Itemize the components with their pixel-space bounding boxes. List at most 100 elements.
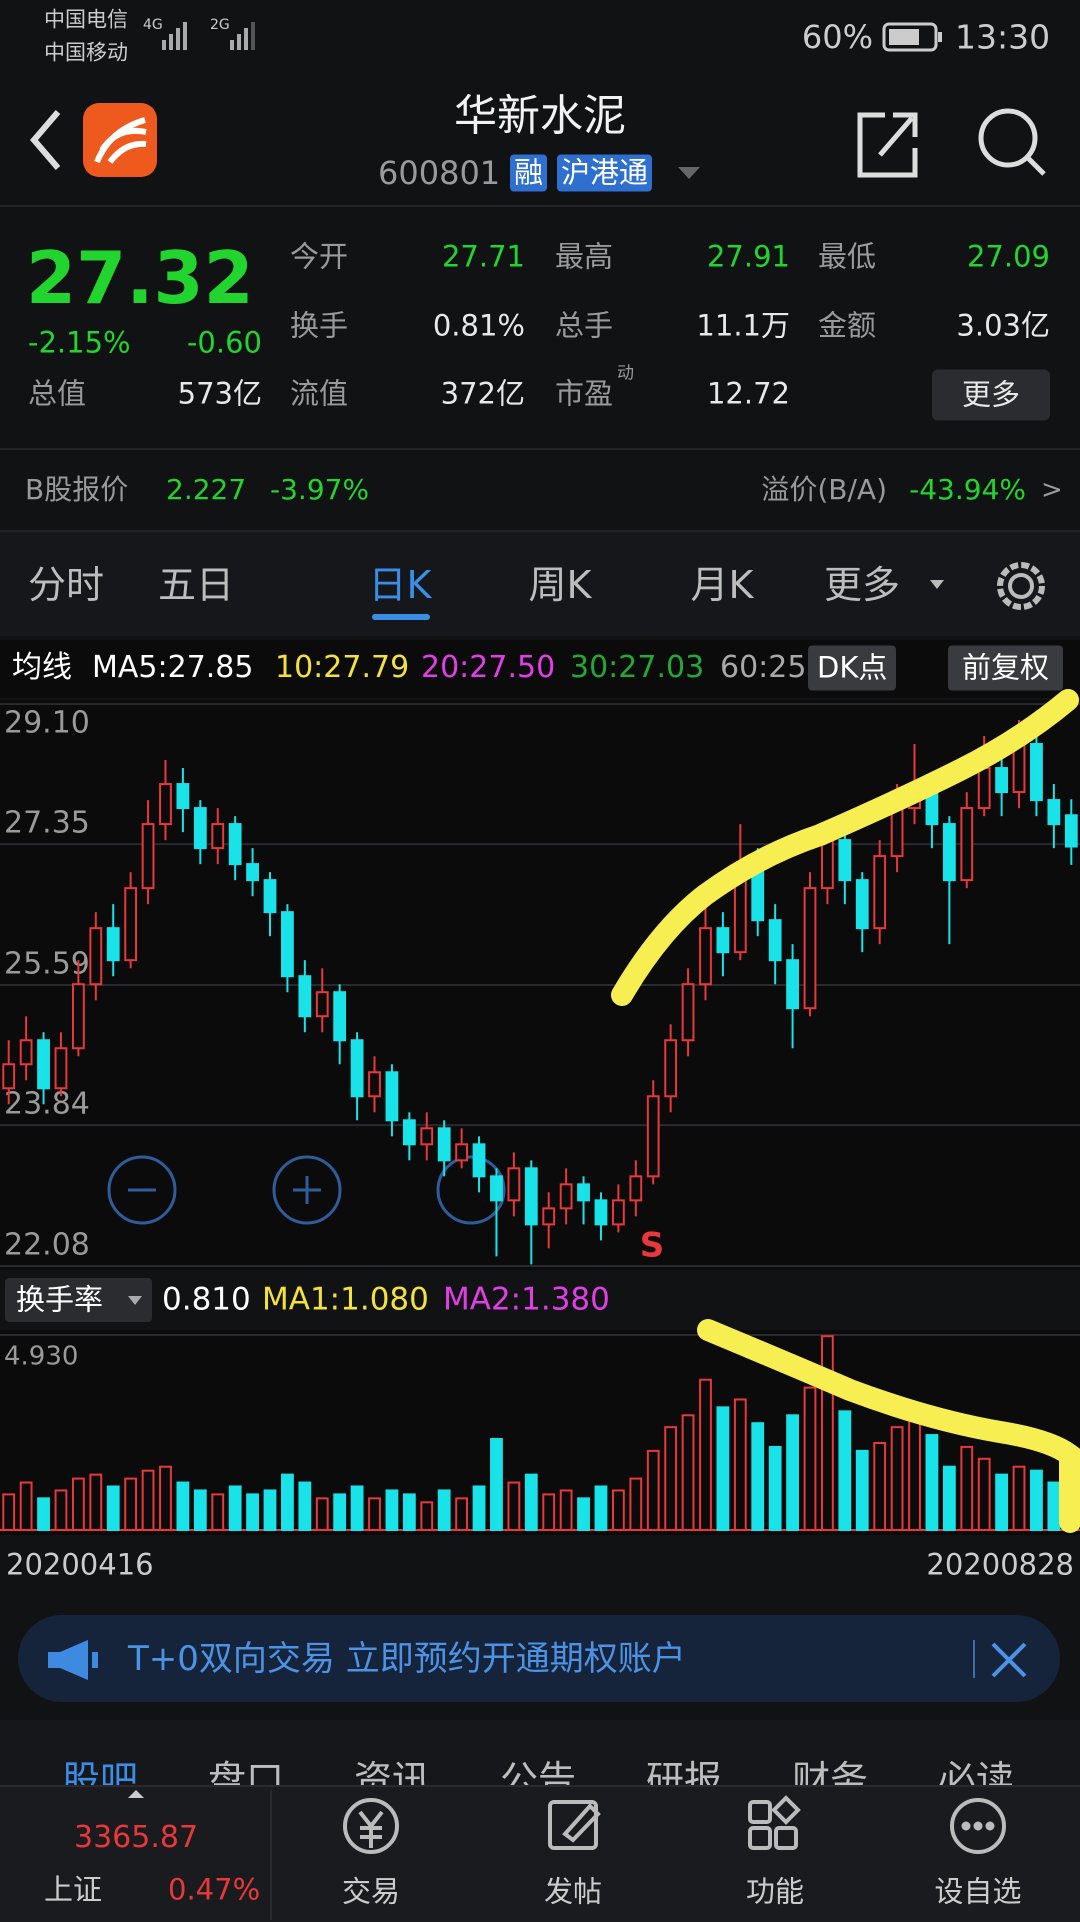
candle-body	[960, 807, 974, 882]
turnover-bar	[54, 1489, 68, 1532]
turnover-bar	[629, 1477, 643, 1531]
dropdown-arrow	[128, 1296, 142, 1305]
turnover-ma1: MA1:1.080	[262, 1281, 429, 1318]
turnover-bar	[211, 1493, 225, 1531]
candle-body	[193, 807, 207, 850]
bottom-nav	[0, 1785, 1080, 1922]
candle-body	[89, 927, 103, 986]
tab[interactable]: 分时	[27, 563, 105, 607]
turnover-bar	[124, 1477, 138, 1531]
tab[interactable]: 周K	[528, 563, 592, 607]
y-tick-label: 25.59	[4, 947, 90, 982]
candle-body	[838, 839, 852, 882]
premium: -43.94%	[909, 473, 1026, 506]
zoom-control[interactable]	[107, 1155, 177, 1225]
turnover-bar	[751, 1422, 765, 1531]
field-value: 3.03亿	[956, 308, 1050, 343]
nav-item[interactable]: 交易	[341, 1874, 401, 1909]
candle-body	[611, 1199, 625, 1226]
candle-body	[211, 823, 225, 850]
candle-body	[699, 927, 712, 986]
field-label: 最低	[818, 239, 877, 274]
field-value: 11.1万	[696, 308, 790, 343]
nav-icons	[343, 1795, 1006, 1854]
candle-body	[942, 823, 956, 882]
b-label: B股报价	[25, 473, 129, 506]
zoom-control[interactable]	[272, 1155, 342, 1225]
arrow[interactable]: >	[1041, 475, 1063, 505]
field-label: 总值	[28, 376, 87, 411]
close[interactable]	[990, 1641, 1028, 1679]
more-button[interactable]: 更多	[931, 369, 1051, 421]
nav-item[interactable]: 设自选	[934, 1874, 1022, 1909]
field-label: 今开	[290, 239, 349, 274]
field-value: 27.91	[706, 239, 790, 274]
turnover-selector[interactable]	[5, 1278, 152, 1322]
turnover-bar	[925, 1434, 939, 1532]
turnover-bar	[786, 1414, 799, 1531]
turnover-bar	[646, 1449, 660, 1531]
signal-icons	[162, 22, 255, 50]
turnover-bar	[855, 1449, 869, 1531]
index-name: 上证	[44, 1872, 103, 1907]
index-price: 3365.87	[74, 1820, 199, 1855]
back[interactable]	[30, 110, 61, 170]
separator	[270, 1790, 272, 1920]
turnover-bar	[960, 1445, 974, 1532]
candle-body	[681, 983, 695, 1042]
turnover-bar	[716, 1406, 730, 1532]
turnover-bar	[803, 1386, 817, 1531]
turnover-bar	[594, 1485, 608, 1531]
candle-body	[559, 1183, 573, 1210]
carrier: 中国移动	[44, 40, 128, 65]
nav-item[interactable]: 发帖	[543, 1874, 603, 1909]
premium-label: 溢价(B/A)	[761, 473, 887, 506]
turnover-current: 0.810	[162, 1281, 251, 1318]
tab[interactable]: 五日	[157, 563, 235, 607]
tab[interactable]: 月K	[690, 563, 754, 607]
turnover-bar	[611, 1489, 625, 1532]
candle-body	[263, 879, 277, 914]
tab[interactable]: 日K	[368, 563, 432, 607]
dk-button[interactable]: DK点	[808, 645, 897, 691]
nav-item[interactable]: 功能	[745, 1874, 805, 1909]
candle-body	[298, 975, 312, 1018]
tab[interactable]: 更多	[823, 563, 901, 607]
field-value: 12.72	[706, 376, 790, 411]
candle-body	[19, 1039, 33, 1066]
candle-body	[350, 1039, 364, 1098]
ma-bar	[0, 640, 1080, 698]
settings[interactable]	[993, 558, 1049, 614]
turnover-bar	[1047, 1481, 1061, 1532]
field-label: 市盈	[555, 376, 614, 411]
candle-body	[890, 807, 904, 858]
candle-body	[1047, 799, 1061, 826]
turnover-bar	[890, 1426, 904, 1532]
expand[interactable]	[128, 1790, 144, 1798]
zoom-control[interactable]	[436, 1155, 506, 1225]
dropdown-arrow[interactable]	[678, 167, 700, 179]
tag: 融	[510, 154, 548, 192]
turnover-bar	[472, 1485, 486, 1531]
turnover-bar	[559, 1489, 573, 1532]
candle-body	[855, 879, 869, 930]
header-icons	[30, 103, 1046, 178]
turnover-bar	[821, 1335, 834, 1532]
share[interactable]	[857, 112, 918, 178]
candle-body	[315, 991, 329, 1018]
ma-label: 均线	[12, 650, 72, 685]
candle-body	[54, 1047, 68, 1090]
b-pct: -3.97%	[270, 473, 370, 506]
adjust-button[interactable]: 前复权	[948, 645, 1064, 691]
banner[interactable]	[18, 1615, 1060, 1702]
turnover-bar	[281, 1473, 294, 1532]
turnover-bar	[681, 1414, 695, 1531]
turnover-bar	[176, 1481, 190, 1532]
turnover-label: 换手率	[16, 1282, 104, 1317]
candle-body	[385, 1071, 399, 1122]
tag: 沪港通	[557, 154, 653, 192]
turnover-bar	[368, 1497, 381, 1532]
search[interactable]	[978, 108, 1046, 176]
candle-body	[455, 1143, 469, 1162]
dropdown-arrow	[930, 580, 944, 589]
